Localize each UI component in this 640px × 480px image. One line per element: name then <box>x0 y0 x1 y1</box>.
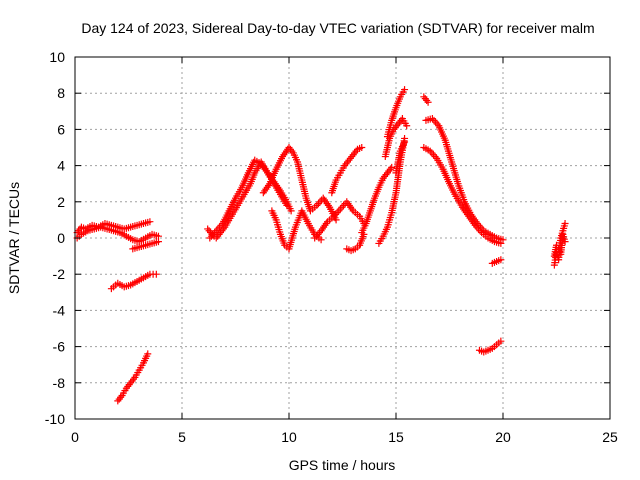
y-tick-label: 4 <box>57 158 65 174</box>
data-point <box>401 138 409 146</box>
y-tick-label: 2 <box>57 194 65 210</box>
data-point <box>358 144 366 151</box>
data-point <box>497 239 505 247</box>
series-arc-q <box>392 138 409 177</box>
series-arc-o <box>383 86 409 141</box>
data-point <box>497 337 505 345</box>
series-arc-v <box>475 337 505 356</box>
data-point <box>146 218 154 226</box>
data-point <box>499 236 507 244</box>
y-tick-label: 8 <box>57 85 65 101</box>
series-arc-p <box>381 115 411 161</box>
data-point <box>497 256 505 264</box>
y-tick-label: -10 <box>45 411 65 427</box>
data-point <box>144 350 152 358</box>
x-axis-label: GPS time / hours <box>289 457 396 473</box>
y-tick-label: -4 <box>53 302 66 318</box>
data-point <box>317 236 325 244</box>
series-arc-u <box>488 256 505 267</box>
series-arc-w <box>550 220 569 269</box>
y-tick-label: -8 <box>53 375 66 391</box>
series-arc-b <box>73 223 162 246</box>
x-tick-label: 0 <box>71 429 79 445</box>
data-point <box>287 207 295 215</box>
x-tick-label: 25 <box>602 429 618 445</box>
data-point <box>430 116 438 124</box>
data-point <box>401 86 409 94</box>
axis-ticks: 0 5 10 15 20 25 -10 -8 -6 -4 -2 0 2 4 6 8 10 <box>45 49 618 445</box>
series-arc-s <box>422 115 507 244</box>
series-arc-k <box>328 144 366 197</box>
data-point <box>424 98 432 106</box>
x-tick-label: 10 <box>281 429 297 445</box>
series-arc-c <box>129 238 162 253</box>
data-point <box>338 203 346 211</box>
data-point <box>429 151 437 159</box>
x-tick-label: 20 <box>495 429 511 445</box>
x-tick-label: 15 <box>388 429 404 445</box>
series-arc-x <box>550 230 569 260</box>
data-marks <box>73 86 569 405</box>
data-point <box>314 200 322 208</box>
grid <box>75 57 610 419</box>
series-arc-t <box>420 144 505 247</box>
series-arc-m <box>358 163 396 237</box>
data-point <box>152 270 160 278</box>
y-axis-label: SDTVAR / TECUs <box>6 182 22 294</box>
chart-title: Day 124 of 2023, Sidereal Day-to-day VTE… <box>81 20 594 36</box>
data-point <box>154 238 162 246</box>
data-point <box>561 220 569 228</box>
y-tick-label: 0 <box>57 230 65 246</box>
data-point <box>403 122 411 130</box>
series-arc-n <box>375 134 409 247</box>
series-arc-e <box>114 350 152 405</box>
series-arc-d <box>107 270 160 293</box>
y-tick-label: 6 <box>57 121 65 137</box>
series-arc-r <box>420 93 432 106</box>
data-point <box>336 205 344 213</box>
series-arc-i <box>268 207 325 253</box>
x-tick-label: 5 <box>178 429 186 445</box>
data-point <box>388 163 396 171</box>
y-tick-label: -6 <box>53 339 66 355</box>
y-tick-label: -2 <box>53 266 66 282</box>
series-arc-l <box>343 230 368 255</box>
data-point <box>561 238 569 246</box>
y-tick-label: 10 <box>49 49 65 65</box>
